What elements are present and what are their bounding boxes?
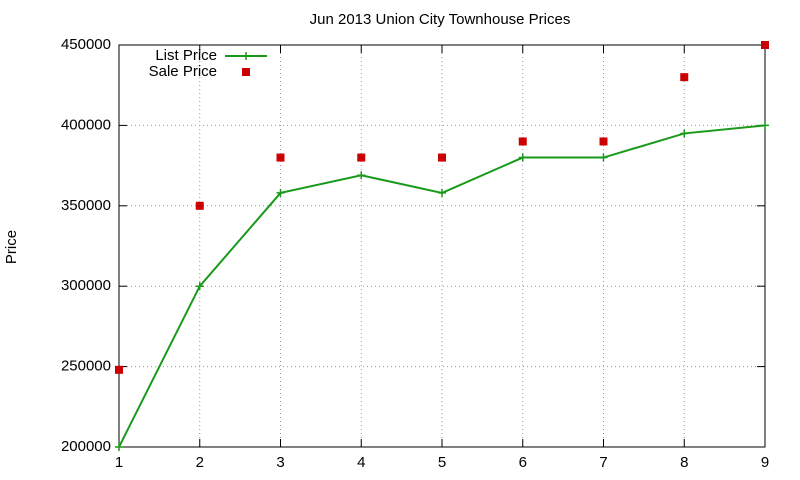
chart-title: Jun 2013 Union City Townhouse Prices xyxy=(310,11,571,28)
x-tick-label: 7 xyxy=(599,454,607,471)
x-tick-label: 4 xyxy=(357,454,365,471)
point xyxy=(680,129,689,138)
legend-marker xyxy=(242,68,250,76)
y-tick-label: 250000 xyxy=(61,358,111,375)
point xyxy=(680,73,689,82)
y-axis-label: Price xyxy=(3,230,20,264)
point xyxy=(357,153,366,162)
point xyxy=(599,137,608,146)
point xyxy=(276,188,285,197)
x-tick-label: 6 xyxy=(519,454,527,471)
point xyxy=(195,282,204,291)
x-tick-label: 1 xyxy=(115,454,123,471)
y-tick-label: 200000 xyxy=(61,438,111,455)
y-tick-label: 300000 xyxy=(61,277,111,294)
x-tick-label: 3 xyxy=(276,454,284,471)
legend-label: Sale Price xyxy=(149,63,217,80)
point xyxy=(357,171,366,180)
x-tick-label: 9 xyxy=(761,454,769,471)
point xyxy=(438,153,446,162)
point xyxy=(115,365,123,374)
x-tick-label: 2 xyxy=(196,454,204,471)
point xyxy=(761,41,769,49)
y-tick-label: 400000 xyxy=(61,116,111,133)
point xyxy=(195,201,204,210)
y-tick-label: 450000 xyxy=(61,36,111,53)
x-tick-label: 5 xyxy=(438,454,446,471)
x-tick-label: 8 xyxy=(680,454,688,471)
point xyxy=(115,443,123,451)
point xyxy=(599,153,608,162)
point xyxy=(518,153,527,162)
plot-border xyxy=(118,44,766,448)
point xyxy=(276,153,285,162)
y-tick-label: 350000 xyxy=(61,197,111,214)
legend-marker xyxy=(242,52,250,60)
point xyxy=(518,137,527,146)
point xyxy=(761,121,769,130)
point xyxy=(438,188,446,197)
legend-label: List Price xyxy=(155,47,217,64)
